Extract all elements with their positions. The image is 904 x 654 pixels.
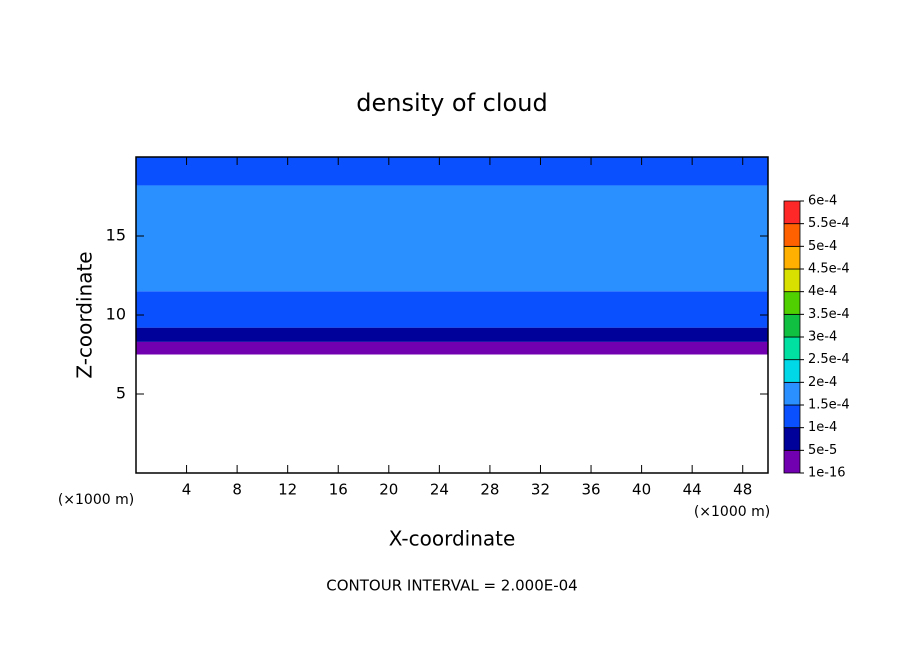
colorbar-label: 2.5e-4 (808, 352, 850, 367)
x-tick-label: 28 (480, 481, 499, 499)
colorbar-label: 6e-4 (808, 194, 837, 209)
contour-band (136, 291, 768, 328)
y-tick-label: 5 (116, 384, 126, 403)
footer-note: CONTOUR INTERVAL = 2.000E-04 (326, 577, 577, 595)
y-tick-label: 15 (106, 226, 126, 245)
colorbar-label: 3.5e-4 (808, 307, 850, 322)
x-tick-label: 8 (232, 481, 242, 499)
x-axis-label: X-coordinate (389, 527, 516, 551)
contour-band (136, 185, 768, 292)
colorbar-label: 4.5e-4 (808, 262, 850, 277)
colorbar-label: 4e-4 (808, 284, 837, 299)
colorbar-cell (783, 245, 801, 270)
plot-area (136, 157, 768, 355)
y-axis-label: Z-coordinate (73, 251, 97, 378)
contour-band (136, 157, 768, 186)
colorbar-cell (783, 427, 801, 451)
colorbar-label: 3e-4 (808, 330, 837, 345)
x-tick-label: 12 (278, 481, 297, 499)
colorbar-cell (783, 359, 801, 383)
colorbar-cell (783, 223, 801, 247)
chart-title: density of cloud (356, 89, 547, 117)
colorbar-label: 1.5e-4 (808, 398, 850, 413)
x-tick-label: 20 (379, 481, 398, 499)
colorbar-cell (783, 313, 801, 338)
colorbar-cell (783, 381, 801, 406)
contour-band (136, 327, 768, 342)
colorbar-cell (783, 449, 801, 474)
colorbar-label: 2e-4 (808, 375, 837, 390)
colorbar-cell (783, 404, 801, 429)
x-tick-label: 4 (182, 481, 192, 499)
y-tick-label: 10 (106, 305, 126, 324)
x-tick-label: 36 (581, 481, 600, 499)
x-tick-label: 48 (733, 481, 752, 499)
colorbar-label: 5.5e-4 (808, 216, 850, 231)
x-tick-label: 32 (531, 481, 550, 499)
x-tick-label: 16 (329, 481, 348, 499)
y-unit-label: (×1000 m) (58, 492, 134, 508)
x-tick-label: 24 (430, 481, 449, 499)
colorbar-cell (783, 268, 801, 293)
colorbar-label: 5e-4 (808, 239, 837, 254)
colorbar-label: 5e-5 (808, 443, 837, 458)
colorbar-cell (783, 291, 801, 315)
x-tick-label: 44 (683, 481, 702, 499)
colorbar-cell (783, 200, 801, 225)
x-tick-label: 40 (632, 481, 651, 499)
colorbar-label: 1e-16 (808, 466, 846, 481)
colorbar-label: 1e-4 (808, 420, 837, 435)
contour-band (136, 341, 768, 355)
colorbar-cell (783, 336, 801, 361)
x-unit-label: (×1000 m) (694, 504, 770, 520)
